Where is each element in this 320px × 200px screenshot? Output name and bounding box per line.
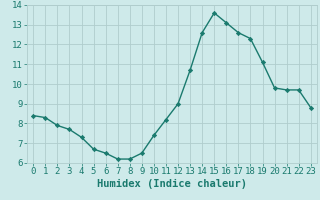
X-axis label: Humidex (Indice chaleur): Humidex (Indice chaleur) bbox=[97, 179, 247, 189]
